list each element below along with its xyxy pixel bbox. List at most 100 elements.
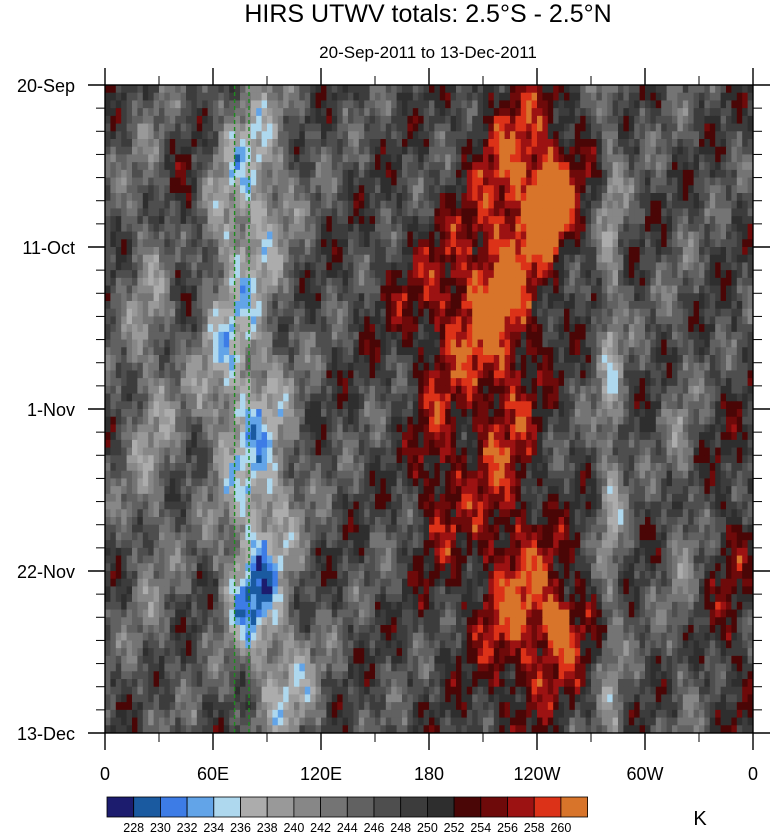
field-cell [331,339,338,348]
field-cell [483,293,489,302]
field-cell [180,92,187,102]
field-cell [456,115,462,125]
field-cell [439,347,446,356]
field-cell [407,285,414,294]
field-cell [699,216,705,225]
field-cell [574,270,581,279]
field-cell [520,115,527,125]
field-cell [456,231,462,240]
field-cell [369,185,376,194]
field-cell [153,362,160,372]
field-cell [720,108,727,117]
field-cell [148,146,155,156]
field-cell [634,316,641,325]
field-cell [461,92,468,102]
field-cell [137,193,144,202]
field-cell [439,92,446,102]
field-cell [461,393,468,402]
field-cell [526,223,533,233]
field-cell [720,277,727,287]
field-cell [731,177,738,186]
field-cell [591,378,597,387]
field-cell [105,285,111,294]
field-cell [218,193,225,202]
field-cell [121,85,128,94]
field-cell [699,247,705,256]
field-cell [407,162,414,171]
field-cell [672,131,678,140]
field-cell [218,370,225,379]
field-cell [110,208,117,217]
field-cell [169,339,176,348]
field-cell [142,216,149,225]
field-cell [666,293,673,302]
field-cell [342,200,349,210]
field-cell [747,293,753,302]
field-cell [542,393,549,402]
field-cell [747,223,753,233]
field-cell [726,154,732,163]
field-cell [461,185,468,194]
field-cell [639,285,646,294]
field-cell [709,162,716,171]
field-cell [110,223,117,233]
field-cell [283,231,290,240]
field-cell [402,393,408,402]
field-cell [353,401,360,410]
field-cell [666,115,673,125]
field-cell [612,247,619,256]
field-cell [618,231,624,240]
field-cell [645,385,651,395]
field-cell [688,200,695,210]
field-cell [601,308,608,318]
field-cell [672,347,678,356]
field-cell [434,293,441,302]
field-cell [569,293,576,302]
field-cell [747,115,753,125]
field-cell [310,324,317,333]
field-cell [704,185,711,194]
field-cell [315,401,322,410]
field-cell [412,370,419,379]
field-cell [483,146,489,156]
field-cell [709,208,716,217]
field-cell [666,92,673,102]
field-cell [402,370,408,379]
field-cell [634,254,641,264]
field-cell [429,316,435,325]
field-cell [531,254,538,264]
field-cell [121,401,128,410]
field-cell [585,285,592,294]
field-cell [380,223,387,233]
field-cell [304,401,311,410]
field-cell [115,324,122,333]
field-cell [736,308,743,318]
field-cell [213,370,219,379]
field-cell [439,324,446,333]
field-cell [585,378,592,387]
field-cell [375,92,381,102]
field-cell [618,162,624,171]
field-cell [639,193,646,202]
field-cell [531,285,538,294]
field-cell [531,247,538,256]
field-cell [434,393,441,402]
field-cell [720,208,727,217]
field-cell [639,324,646,333]
field-cell [250,208,257,217]
field-cell [677,316,684,325]
field-cell [105,301,111,310]
field-cell [612,123,619,132]
field-cell [634,100,641,109]
field-cell [499,200,506,210]
field-cell [175,370,182,379]
field-cell [218,324,225,333]
field-cell [688,324,695,333]
field-cell [655,393,662,402]
field-cell [655,115,662,125]
field-cell [574,331,581,341]
field-cell [704,131,711,140]
field-cell [326,331,333,341]
field-cell [396,254,403,264]
field-cell [169,316,176,325]
